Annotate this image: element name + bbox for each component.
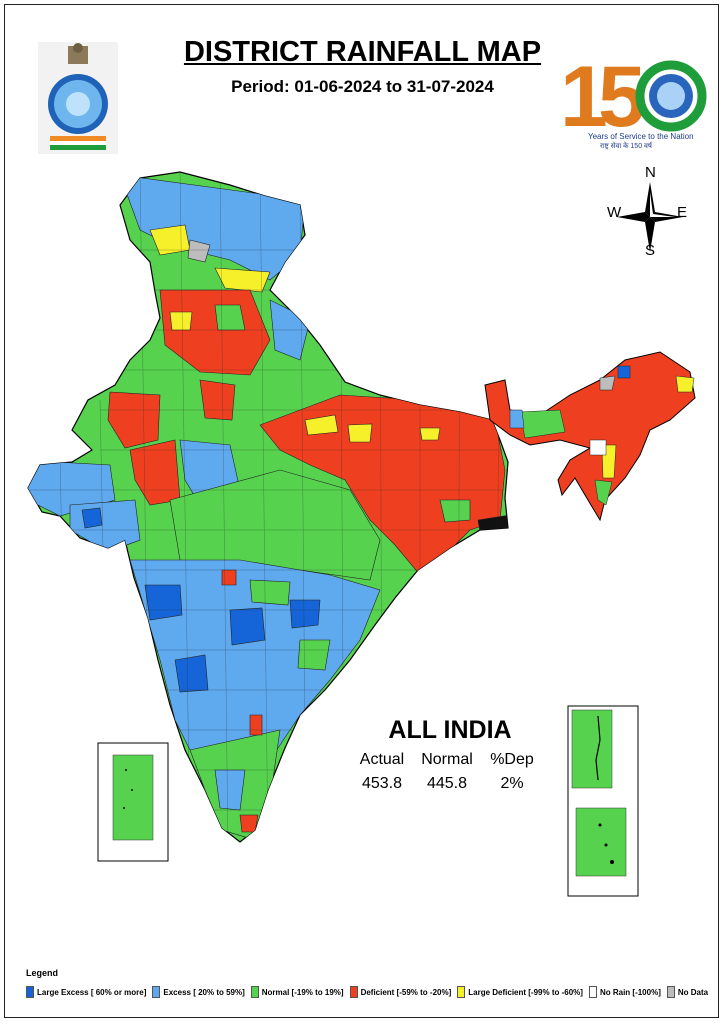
ne-blue-2 (617, 365, 631, 379)
legend-label: No Data (677, 987, 709, 997)
region-deccan-large-2 (229, 607, 266, 646)
imd-emblem (38, 42, 118, 154)
normal-swatch (250, 986, 259, 998)
region-raj-red-2 (129, 439, 181, 506)
ne-green-2 (594, 479, 613, 506)
region-deccan-green-2 (297, 639, 331, 671)
large-excess-swatch (26, 986, 34, 998)
actual-header: Actual (359, 751, 405, 768)
legend-label: Large Deficient [-99% to -60%] (468, 987, 583, 997)
legend-item-no-rain: No Rain [-100%] (588, 986, 661, 998)
map-frame (4, 4, 719, 1018)
region-up-yellow-1 (304, 414, 339, 436)
hindi-service-text: राष्ट्र सेवा के 150 वर्ष (600, 143, 652, 150)
region-ladakh-nodata (187, 239, 211, 263)
legend-item-no-data: No Data (666, 986, 709, 998)
ne-blue-1 (509, 409, 525, 429)
actual-value: 453.8 (361, 775, 403, 792)
region-deccan-large-1 (144, 584, 183, 621)
ne-green-1 (519, 409, 566, 439)
region-deccan-large-4 (289, 599, 321, 629)
legend-item-large-excess: Large Excess [ 60% or more] (26, 986, 146, 998)
legend-label: Large Excess [ 60% or more] (37, 987, 147, 997)
region-deccan-large-3 (174, 654, 209, 693)
legend-item-large-deficient: Large Deficient [-99% to -60%] (457, 986, 583, 998)
region-deccan-green-1 (249, 579, 291, 606)
period-label: Period: 01-06-2024 to 31-07-2024 (231, 77, 494, 96)
region-haryana-green (214, 304, 246, 331)
region-up-yellow-2 (347, 423, 373, 443)
normal-value: 445.8 (426, 775, 468, 792)
region-sundarbans (477, 514, 508, 533)
legend-item-deficient: Deficient [-59% to -20%] (349, 986, 452, 998)
legend-label: Excess [ 20% to 59%] (163, 987, 245, 997)
compass-west: W (607, 204, 622, 221)
andaman-fill (571, 709, 613, 789)
lakshadweep-fill (112, 754, 154, 841)
region-bihar-green (439, 499, 471, 523)
region-up-yellow-3 (419, 427, 441, 441)
region-gujarat-large (81, 507, 103, 529)
dep-value: 2% (500, 775, 524, 792)
legend-label: No Rain [-100%] (599, 987, 661, 997)
all-india-summary: ALL INDIA Actual Normal %Dep 453.8 445.8… (340, 716, 540, 793)
all-india-title: ALL INDIA (388, 716, 512, 744)
region-raj-red-1 (107, 391, 161, 449)
region-gujarat (69, 499, 141, 553)
deficient-swatch (349, 986, 358, 998)
region-deccan-red (221, 569, 237, 586)
legend-title: Legend (26, 968, 59, 978)
region-hp-yellow (214, 267, 271, 293)
legend-item-normal: Normal [-19% to 19%] (250, 986, 344, 998)
compass-rose: N S E W (605, 164, 695, 262)
normal-header: Normal (421, 751, 473, 768)
dep-header: %Dep (490, 751, 534, 768)
region-punjab-yellow (169, 311, 193, 331)
excess-swatch (152, 986, 161, 998)
svg-text:1: 1 (560, 49, 608, 140)
region-raj-red-3 (199, 379, 236, 421)
region-south-red-2 (249, 714, 263, 736)
ne-grey (599, 375, 616, 391)
imd-150-years-logo: 1 5 Years of Service to the Nation राष्ट… (560, 40, 710, 150)
ne-yellow-1 (675, 375, 695, 393)
no-data-swatch (666, 986, 675, 998)
nicobar-fill (575, 807, 627, 877)
northeast-india (484, 351, 696, 522)
legend-item-excess: Excess [ 20% to 59%] (152, 986, 245, 998)
large-deficient-swatch (457, 986, 466, 998)
region-south-blue (214, 769, 246, 811)
legend-label: Normal [-19% to 19%] (261, 987, 344, 997)
compass-south: S (645, 242, 656, 259)
compass-east: E (677, 204, 688, 221)
legend-label: Deficient [-59% to -20%] (360, 987, 452, 997)
compass-north: N (645, 164, 656, 181)
years-of-service-text: Years of Service to the Nation (588, 132, 694, 141)
map-title: DISTRICT RAINFALL MAP (183, 36, 542, 68)
no-rain-swatch (588, 986, 597, 998)
legend: Large Excess [ 60% or more] Excess [ 20%… (26, 986, 714, 998)
ne-white (589, 439, 607, 456)
